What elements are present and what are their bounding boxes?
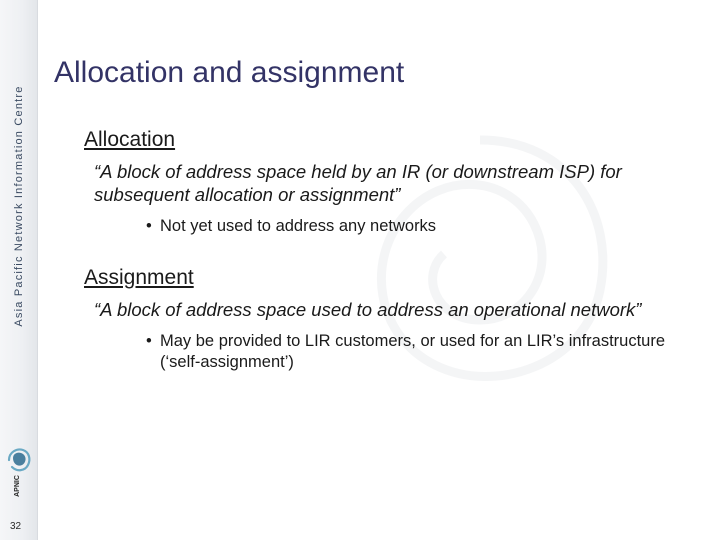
org-name-vertical: Asia Pacific Network Information Centre xyxy=(13,85,25,326)
page-number: 32 xyxy=(10,521,21,532)
bullet-item: Not yet used to address any networks xyxy=(146,216,696,237)
bullet-list: Not yet used to address any networks xyxy=(146,216,696,237)
slide-title: Allocation and assignment xyxy=(54,56,696,90)
section-heading: Allocation xyxy=(84,128,696,152)
bullet-item: May be provided to LIR customers, or use… xyxy=(146,331,696,374)
section-heading: Assignment xyxy=(84,266,696,290)
slide-content: Allocation and assignment Allocation “A … xyxy=(54,56,696,402)
sidebar: Asia Pacific Network Information Centre … xyxy=(0,0,38,540)
section-assignment: Assignment “A block of address space use… xyxy=(84,266,696,374)
svg-text:APNIC: APNIC xyxy=(14,475,21,497)
apnic-logo: APNIC xyxy=(4,442,34,512)
bullet-list: May be provided to LIR customers, or use… xyxy=(146,331,696,374)
section-definition: “A block of address space used to addres… xyxy=(94,298,696,321)
section-definition: “A block of address space held by an IR … xyxy=(94,160,696,206)
section-allocation: Allocation “A block of address space hel… xyxy=(84,128,696,238)
